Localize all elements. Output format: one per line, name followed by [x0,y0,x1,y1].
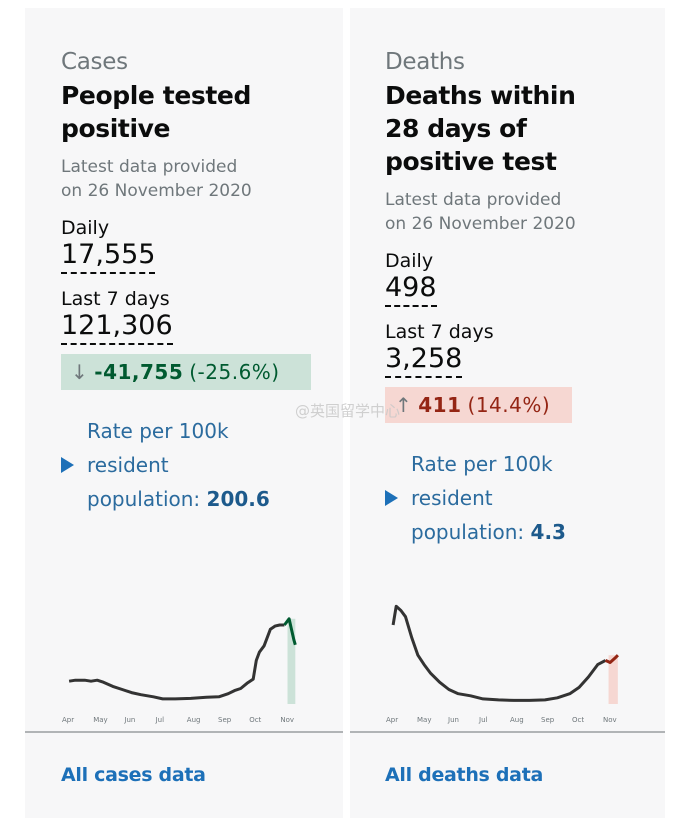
title-line: positive [61,114,171,143]
rate-toggle[interactable]: Rate per 100k resident population: 200.6 [61,414,333,516]
highlight-band [608,655,618,704]
rate-line: population: [87,487,201,511]
latest-line: Latest data provided [385,190,562,210]
x-tick-label: Aug [187,716,201,724]
rate-value: 200.6 [206,487,270,511]
daily-value[interactable]: 17,555 [61,240,156,274]
title-line: People tested [61,81,251,110]
arrow-down-icon: ↓ [71,360,89,384]
daily-label: Daily [385,250,434,272]
deaths-chart: Apr May Jun Jul Aug Sep Oct Nov [386,604,619,724]
change-badge: ↑ 411 (14.4%) [385,387,572,423]
latest-data-text: Latest data provided on 26 November 2020 [61,155,333,203]
change-percent: (-25.6%) [189,360,280,384]
x-tick-label: Apr [62,716,74,724]
cases-chart: Apr May Jun Jul Aug Sep Oct Nov [62,617,297,724]
latest-data-text: Latest data provided on 26 November 2020 [385,188,655,236]
all-cases-data-link[interactable]: All cases data [61,764,206,786]
week-value[interactable]: 121,306 [61,311,173,345]
week-value[interactable]: 3,258 [385,344,463,378]
series-line [391,604,607,702]
latest-line: on 26 November 2020 [61,181,252,201]
x-tick-label: Jul [155,716,165,724]
change-badge: ↓ -41,755 (-25.6%) [61,354,311,390]
caret-right-icon [385,490,398,506]
x-tick-label: Jul [478,716,488,724]
change-percent: (14.4%) [467,393,551,417]
recent-series-line [604,654,619,664]
x-tick-label: Apr [386,716,398,724]
watermark: @英国留学中心 [295,402,401,420]
x-tick-label: Nov [280,716,294,724]
cases-card: Cases People tested positive Latest data… [25,8,343,818]
change-value: -41,755 [94,360,184,384]
x-tick-label: Oct [572,716,584,724]
daily-value[interactable]: 498 [385,273,437,307]
x-tick-label: Oct [249,716,261,724]
recent-series-line [283,617,297,646]
card-title: People tested positive [61,79,333,145]
latest-line: Latest data provided [61,157,238,177]
x-tick-label: Aug [510,716,524,724]
x-tick-label: May [93,716,107,724]
latest-line: on 26 November 2020 [385,214,576,234]
x-tick-label: May [417,716,431,724]
highlight-band [287,618,296,704]
arrow-up-icon: ↑ [395,393,413,417]
rate-text: Rate per 100k resident population: 4.3 [411,447,566,549]
daily-label: Daily [61,217,110,239]
rate-line: resident [87,453,169,477]
rate-line: Rate per 100k [87,419,229,443]
card-caption: Cases [61,49,128,75]
x-tick-label: Sep [218,716,232,724]
divider [350,731,665,733]
all-deaths-data-link[interactable]: All deaths data [385,764,544,786]
x-tick-label: Jun [447,716,459,724]
x-tick-label: Sep [541,716,555,724]
divider [25,731,343,733]
x-tick-label: Jun [123,716,135,724]
title-line: positive test [385,147,557,176]
title-line: 28 days of [385,114,527,143]
rate-toggle[interactable]: Rate per 100k resident population: 4.3 [385,447,655,549]
rate-line: Rate per 100k [411,452,553,476]
x-tick-label: Nov [603,716,617,724]
series-line [68,623,285,701]
caret-right-icon [61,457,74,473]
deaths-card: Deaths Deaths within 28 days of positive… [350,8,665,818]
card-caption: Deaths [385,49,465,75]
change-value: 411 [418,393,462,417]
card-title: Deaths within 28 days of positive test [385,79,655,178]
rate-text: Rate per 100k resident population: 200.6 [87,414,270,516]
rate-line: resident [411,486,493,510]
rate-value: 4.3 [530,520,566,544]
rate-line: population: [411,520,525,544]
week-label: Last 7 days [61,288,170,310]
title-line: Deaths within [385,81,576,110]
week-label: Last 7 days [385,321,494,343]
